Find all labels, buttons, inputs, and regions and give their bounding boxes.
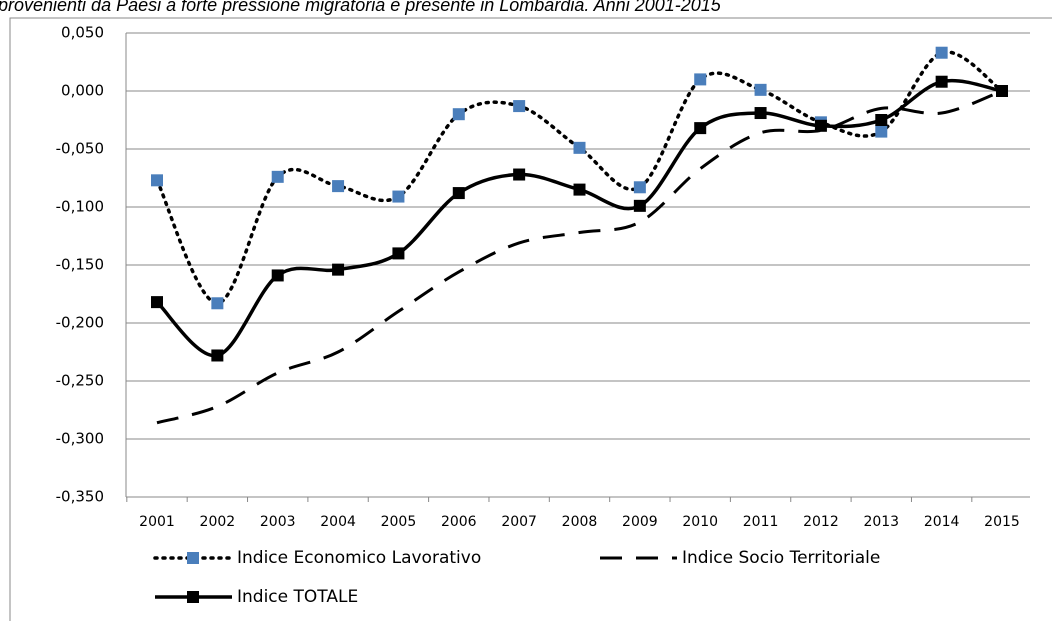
marker bbox=[211, 297, 224, 310]
marker bbox=[875, 125, 888, 138]
y-tick-label: -0,300 bbox=[56, 430, 104, 448]
marker bbox=[332, 180, 345, 193]
marker bbox=[151, 296, 163, 309]
marker bbox=[271, 269, 284, 282]
marker bbox=[513, 168, 526, 181]
marker bbox=[271, 170, 284, 183]
x-tick-label: 2003 bbox=[260, 514, 296, 530]
legend-label: Indice TOTALE bbox=[237, 587, 358, 607]
marker bbox=[935, 46, 948, 59]
marker bbox=[332, 263, 345, 276]
series-line bbox=[155, 50, 1004, 306]
x-tick-label: 2005 bbox=[381, 514, 417, 530]
series-line bbox=[155, 78, 1003, 358]
series-line bbox=[156, 89, 1003, 425]
x-tick-label: 2011 bbox=[743, 514, 779, 530]
marker bbox=[513, 100, 526, 113]
x-tick-label: 2006 bbox=[441, 514, 477, 530]
y-tick-label: -0,050 bbox=[56, 140, 104, 158]
legend-label: Indice Economico Lavorativo bbox=[237, 548, 481, 568]
marker bbox=[392, 190, 405, 203]
y-tick-label: 0,050 bbox=[61, 24, 104, 42]
marker bbox=[633, 181, 646, 194]
marker bbox=[211, 349, 224, 362]
legend-marker bbox=[187, 591, 199, 603]
marker bbox=[151, 174, 163, 187]
legend-marker bbox=[187, 552, 199, 564]
marker bbox=[814, 119, 827, 132]
marker bbox=[452, 108, 465, 121]
x-tick-label: 2008 bbox=[562, 514, 598, 530]
x-tick-label: 2015 bbox=[984, 514, 1020, 530]
y-tick-label: 0,000 bbox=[61, 82, 104, 100]
marker bbox=[935, 75, 948, 88]
marker bbox=[633, 199, 646, 212]
marker bbox=[452, 187, 465, 200]
y-tick-label: -0,250 bbox=[56, 372, 104, 390]
x-tick-label: 2010 bbox=[682, 514, 718, 530]
marker bbox=[392, 247, 405, 260]
chart-frame bbox=[9, 17, 1052, 621]
marker bbox=[694, 73, 707, 86]
marker bbox=[875, 114, 888, 126]
marker bbox=[573, 183, 586, 196]
marker bbox=[573, 141, 586, 154]
x-tick-label: 2004 bbox=[320, 514, 356, 530]
y-tick-label: -0,100 bbox=[56, 198, 104, 216]
y-tick-label: -0,350 bbox=[56, 488, 104, 506]
y-tick-label: -0,150 bbox=[56, 256, 104, 274]
x-tick-label: 2007 bbox=[501, 514, 537, 530]
marker bbox=[754, 107, 767, 120]
marker bbox=[694, 122, 707, 135]
legend-label: Indice Socio Territoriale bbox=[682, 548, 880, 568]
x-tick-label: 2001 bbox=[139, 514, 175, 530]
x-tick-label: 2012 bbox=[803, 514, 839, 530]
x-tick-label: 2009 bbox=[622, 514, 658, 530]
x-tick-label: 2014 bbox=[924, 514, 960, 530]
y-tick-label: -0,200 bbox=[56, 314, 104, 332]
x-tick-label: 2013 bbox=[863, 514, 899, 530]
marker bbox=[996, 85, 1008, 97]
marker bbox=[754, 83, 767, 96]
chart-title: provenienti da Paesi a forte pressione m… bbox=[0, 0, 722, 15]
x-tick-label: 2002 bbox=[200, 514, 236, 530]
